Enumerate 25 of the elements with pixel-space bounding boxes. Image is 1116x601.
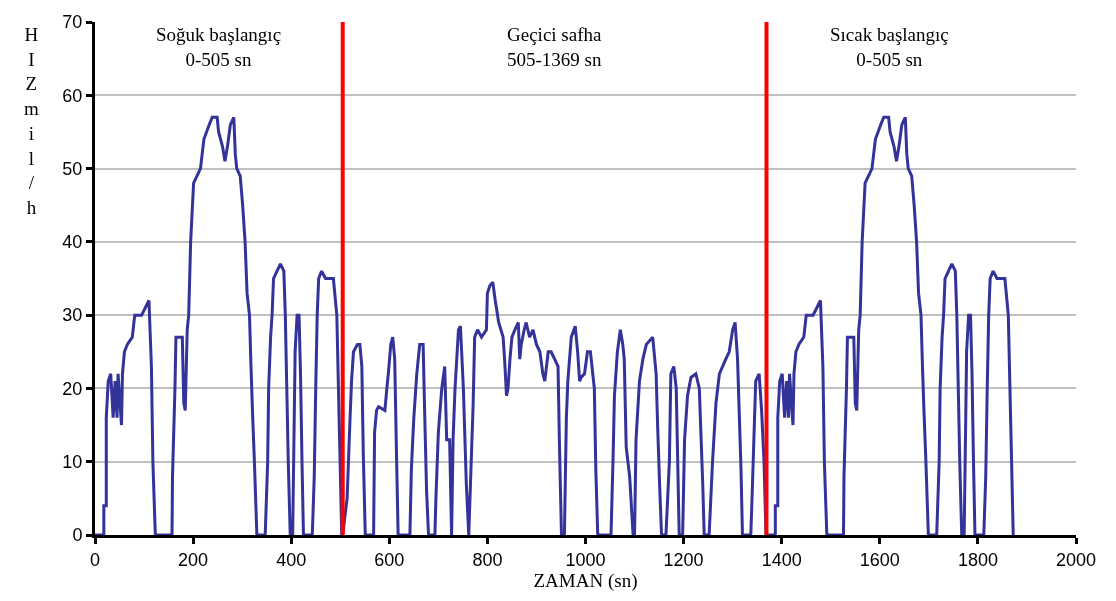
- annotation: Geçici safha 505-1369 sn: [507, 24, 603, 70]
- annotation: Soğuk başlangıç 0-505 sn: [156, 24, 282, 70]
- y-tick-label: 20: [62, 378, 83, 399]
- x-tick-label: 0: [89, 549, 101, 570]
- x-tick-label: 1400: [761, 549, 802, 570]
- annotation: Sıcak başlangıç 0-505 sn: [830, 24, 949, 70]
- y-tick-label: 50: [62, 158, 83, 179]
- y-tick-label: 70: [62, 12, 83, 33]
- x-tick-label: 1600: [859, 549, 900, 570]
- x-tick-label: 1200: [663, 549, 704, 570]
- x-tick-label: 200: [178, 549, 209, 570]
- y-tick-label: 40: [62, 232, 83, 253]
- y-tick-label: 60: [62, 85, 83, 106]
- y-tick-label: 0: [72, 525, 83, 546]
- x-tick-label: 800: [472, 549, 503, 570]
- x-tick-label: 400: [276, 549, 307, 570]
- x-axis-title: ZAMAN (sn): [533, 570, 638, 593]
- line-series: [95, 115, 1015, 535]
- x-tick-label: 2000: [1055, 549, 1097, 570]
- x-tick-label: 1800: [957, 549, 998, 570]
- y-axis-title: HIZ mil/h: [24, 24, 39, 218]
- x-tick-label: 1000: [565, 549, 606, 570]
- x-tick-label: 600: [374, 549, 405, 570]
- y-tick-label: 30: [62, 305, 83, 326]
- y-tick-label: 10: [62, 452, 83, 473]
